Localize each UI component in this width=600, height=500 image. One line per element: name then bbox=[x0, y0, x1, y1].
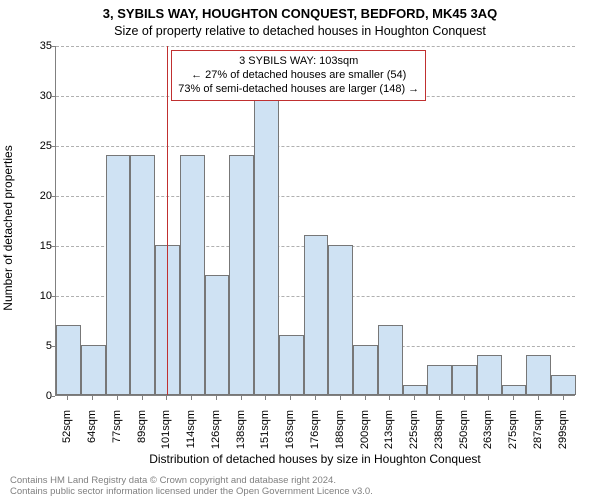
histogram-bar bbox=[452, 365, 477, 395]
histogram-bar bbox=[229, 155, 254, 395]
x-tick-mark bbox=[414, 396, 415, 400]
y-tick-label: 15 bbox=[12, 240, 52, 252]
y-tick-label: 25 bbox=[12, 140, 52, 152]
x-tick-label: 263sqm bbox=[482, 410, 494, 470]
histogram-bar bbox=[378, 325, 403, 395]
histogram-bar bbox=[328, 245, 353, 395]
x-tick-mark bbox=[241, 396, 242, 400]
histogram-bar bbox=[130, 155, 155, 395]
x-tick-mark bbox=[488, 396, 489, 400]
y-tick-mark bbox=[51, 246, 55, 247]
y-tick-label: 10 bbox=[12, 290, 52, 302]
x-tick-mark bbox=[216, 396, 217, 400]
x-tick-mark bbox=[464, 396, 465, 400]
x-tick-label: 89sqm bbox=[136, 410, 148, 470]
x-tick-mark bbox=[340, 396, 341, 400]
y-tick-label: 35 bbox=[12, 40, 52, 52]
x-tick-label: 126sqm bbox=[210, 410, 222, 470]
x-tick-mark bbox=[563, 396, 564, 400]
histogram-bar bbox=[353, 345, 378, 395]
info-box-line-1: 3 SYBILS WAY: 103sqm bbox=[178, 55, 419, 69]
x-tick-label: 114sqm bbox=[185, 410, 197, 470]
x-tick-label: 163sqm bbox=[284, 410, 296, 470]
x-tick-label: 151sqm bbox=[259, 410, 271, 470]
x-tick-label: 213sqm bbox=[383, 410, 395, 470]
x-tick-label: 138sqm bbox=[235, 410, 247, 470]
x-tick-mark bbox=[166, 396, 167, 400]
y-tick-label: 5 bbox=[12, 340, 52, 352]
x-tick-mark bbox=[513, 396, 514, 400]
chart-subtitle: Size of property relative to detached ho… bbox=[0, 24, 600, 38]
footer-attribution: Contains HM Land Registry data © Crown c… bbox=[10, 476, 373, 498]
x-tick-mark bbox=[389, 396, 390, 400]
x-tick-mark bbox=[67, 396, 68, 400]
x-tick-mark bbox=[265, 396, 266, 400]
x-tick-mark bbox=[117, 396, 118, 400]
x-tick-label: 64sqm bbox=[86, 410, 98, 470]
x-tick-label: 176sqm bbox=[309, 410, 321, 470]
info-box-line-3: 73% of semi-detached houses are larger (… bbox=[178, 83, 419, 97]
histogram-bar bbox=[526, 355, 551, 395]
y-axis-title: Number of detached properties bbox=[1, 145, 15, 310]
x-tick-label: 238sqm bbox=[433, 410, 445, 470]
x-tick-label: 250sqm bbox=[458, 410, 470, 470]
x-tick-mark bbox=[439, 396, 440, 400]
x-tick-mark bbox=[92, 396, 93, 400]
y-tick-label: 30 bbox=[12, 90, 52, 102]
histogram-bar bbox=[477, 355, 502, 395]
histogram-bar bbox=[279, 335, 304, 395]
chart-address-title: 3, SYBILS WAY, HOUGHTON CONQUEST, BEDFOR… bbox=[0, 6, 600, 21]
footer-line-2: Contains public sector information licen… bbox=[10, 487, 373, 498]
y-tick-mark bbox=[51, 346, 55, 347]
histogram-bar bbox=[304, 235, 329, 395]
x-tick-mark bbox=[191, 396, 192, 400]
histogram-bar bbox=[81, 345, 106, 395]
info-box-line-2: ← 27% of detached houses are smaller (54… bbox=[178, 69, 419, 83]
x-tick-label: 225sqm bbox=[408, 410, 420, 470]
histogram-bar bbox=[56, 325, 81, 395]
y-tick-label: 20 bbox=[12, 190, 52, 202]
x-tick-label: 101sqm bbox=[160, 410, 172, 470]
y-tick-mark bbox=[51, 146, 55, 147]
histogram-bar bbox=[502, 385, 527, 395]
histogram-bar bbox=[254, 95, 279, 395]
x-tick-mark bbox=[142, 396, 143, 400]
y-tick-mark bbox=[51, 96, 55, 97]
chart-container: 3, SYBILS WAY, HOUGHTON CONQUEST, BEDFOR… bbox=[0, 0, 600, 500]
property-info-box: 3 SYBILS WAY: 103sqm← 27% of detached ho… bbox=[171, 50, 426, 101]
x-tick-label: 287sqm bbox=[532, 410, 544, 470]
grid-line bbox=[56, 46, 575, 47]
x-tick-label: 77sqm bbox=[111, 410, 123, 470]
x-tick-label: 200sqm bbox=[359, 410, 371, 470]
x-tick-mark bbox=[315, 396, 316, 400]
x-tick-label: 188sqm bbox=[334, 410, 346, 470]
x-tick-mark bbox=[365, 396, 366, 400]
histogram-bar bbox=[403, 385, 428, 395]
histogram-bar bbox=[205, 275, 230, 395]
y-tick-mark bbox=[51, 196, 55, 197]
x-tick-label: 52sqm bbox=[61, 410, 73, 470]
x-tick-mark bbox=[290, 396, 291, 400]
histogram-bar bbox=[106, 155, 131, 395]
y-tick-mark bbox=[51, 296, 55, 297]
x-tick-label: 299sqm bbox=[557, 410, 569, 470]
y-tick-label: 0 bbox=[12, 390, 52, 402]
grid-line bbox=[56, 146, 575, 147]
plot-area: 3 SYBILS WAY: 103sqm← 27% of detached ho… bbox=[55, 46, 575, 396]
x-tick-mark bbox=[538, 396, 539, 400]
histogram-bar bbox=[551, 375, 576, 395]
histogram-bar bbox=[180, 155, 205, 395]
x-tick-label: 275sqm bbox=[507, 410, 519, 470]
property-marker-line bbox=[167, 46, 168, 395]
y-tick-mark bbox=[51, 46, 55, 47]
histogram-bar bbox=[427, 365, 452, 395]
y-tick-mark bbox=[51, 396, 55, 397]
